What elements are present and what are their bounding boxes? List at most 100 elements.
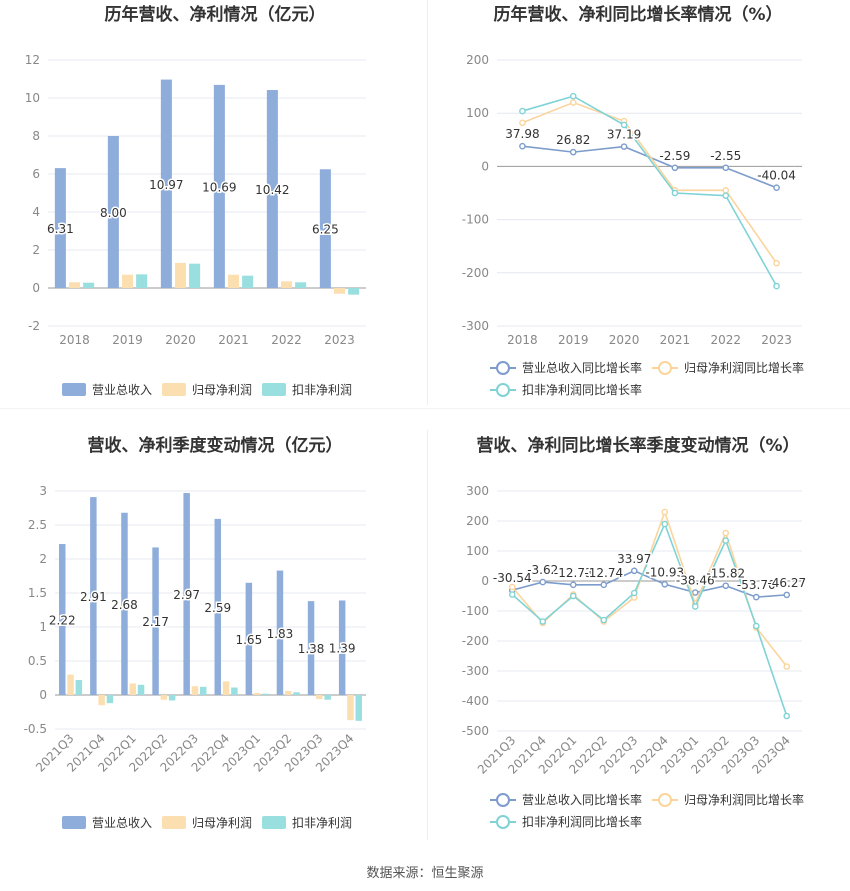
bar-归母净利润	[333, 288, 346, 294]
legend-label: 扣非净利润	[292, 816, 352, 830]
x-tick-label: 2020	[609, 333, 640, 347]
point-营业总收入同比增长率	[519, 142, 526, 150]
y-tick-label: -100	[462, 213, 489, 227]
data-label: 10.42	[255, 183, 289, 197]
bar-归母净利润	[129, 683, 136, 695]
point-归母净利润同比增长率	[722, 187, 730, 194]
point-营业总收入同比增长率	[539, 578, 547, 586]
point-归母净利润同比增长率	[661, 508, 669, 516]
legend-marker	[496, 815, 510, 829]
x-tick-label: 2018	[507, 333, 538, 347]
data-label: 2.97	[173, 588, 200, 602]
data-label: 33.97	[617, 552, 651, 566]
data-source: 数据来源：恒生聚源	[0, 862, 850, 881]
bar-扣非净利润	[293, 692, 300, 695]
point-营业总收入同比增长率	[722, 582, 730, 590]
bar-归母净利润	[191, 686, 199, 695]
data-label: 2.22	[49, 614, 76, 628]
bar-归母净利润	[174, 262, 187, 288]
bar-归母净利润	[222, 681, 230, 695]
x-tick-label: 2020	[165, 333, 196, 347]
bar-归母净利润	[280, 281, 293, 288]
line-扣非净利润同比增长率	[511, 521, 788, 717]
bar-扣非净利润	[106, 695, 114, 704]
point-扣非净利润同比增长率	[600, 616, 608, 624]
data-label: 37.19	[607, 128, 641, 142]
source-value: 恒生聚源	[431, 866, 484, 881]
y-tick-label: 200	[466, 53, 489, 67]
y-tick-label: 0	[481, 574, 489, 588]
data-label: 1.38	[298, 642, 325, 656]
legend-label: 营业总收入同比增长率	[522, 360, 642, 375]
point-归母净利润同比增长率	[519, 119, 526, 127]
point-扣非净利润同比增长率	[783, 712, 791, 720]
bar-营业总收入	[338, 600, 346, 695]
point-归母净利润同比增长率	[569, 99, 577, 106]
x-tick-label: 2023	[761, 333, 792, 347]
bar-归母净利润	[227, 274, 240, 288]
bar-扣非净利润	[168, 695, 176, 701]
divider-vertical-top	[427, 0, 428, 405]
bar-营业总收入	[266, 90, 278, 289]
bar-扣非净利润	[348, 288, 360, 295]
point-扣非净利润同比增长率	[773, 282, 780, 290]
bar-归母净利润	[316, 695, 323, 700]
x-tick-label: 2019	[112, 333, 143, 347]
x-tick-label: 2019	[558, 333, 589, 347]
bar-扣非净利润	[137, 684, 145, 695]
y-tick-label: -200	[462, 634, 489, 648]
data-label: 6.25	[312, 223, 339, 237]
bar-扣非净利润	[324, 695, 331, 700]
bar-扣非净利润	[242, 275, 254, 288]
point-营业总收入同比增长率	[773, 184, 780, 192]
y-tick-label: 2	[32, 243, 40, 257]
point-营业总收入同比增长率	[630, 567, 638, 575]
line-营业总收入同比增长率	[522, 145, 777, 189]
legend-swatch	[162, 383, 186, 396]
bar-营业总收入	[245, 582, 253, 695]
point-扣非净利润同比增长率	[671, 189, 679, 197]
data-label: 2.68	[111, 598, 138, 612]
data-label: -12.73	[554, 566, 593, 580]
bar-归母净利润	[121, 274, 134, 288]
data-label: 2.91	[80, 590, 107, 604]
point-扣非净利润同比增长率	[722, 537, 730, 544]
y-tick-label: -300	[462, 664, 489, 678]
legend-swatch	[262, 383, 286, 396]
quarterly-revenue-profit-chart: 营收、净利季度变动情况（亿元）-0.500.511.522.532021Q320…	[24, 435, 366, 830]
point-扣非净利润同比增长率	[691, 603, 699, 610]
point-归母净利润同比增长率	[783, 663, 791, 670]
annual-revenue-profit-chart: 历年营收、净利情况（亿元） -2 0 2 4 6 8 10 12 2018 2019 2020 2021…	[25, 4, 366, 397]
bar-扣非净利润	[75, 680, 83, 695]
point-营业总收入同比增长率	[783, 591, 791, 599]
bar-营业总收入	[307, 601, 315, 695]
x-tick-label: 2022	[710, 333, 741, 347]
line-扣非净利润同比增长率	[522, 95, 778, 287]
point-营业总收入同比增长率	[600, 581, 608, 589]
legend-label: 扣非净利润同比增长率	[522, 814, 642, 829]
legend-label: 归母净利润同比增长率	[684, 792, 804, 807]
data-label: -10.93	[645, 565, 684, 579]
data-label: -3.62	[527, 563, 558, 577]
y-tick-label: 3	[39, 484, 47, 498]
chart-title: 营收、净利季度变动情况（亿元）	[88, 435, 343, 456]
point-扣非净利润同比增长率	[620, 121, 628, 129]
x-tick-label: 2021	[218, 333, 249, 347]
bar-归母净利润	[160, 695, 168, 700]
point-营业总收入同比增长率	[661, 580, 669, 588]
bar-营业总收入	[121, 512, 128, 695]
chart-title: 历年营收、净利情况（亿元）	[105, 4, 326, 25]
legend-label: 归母净利润	[192, 383, 252, 397]
legend-marker	[496, 361, 510, 375]
y-tick-label: 2.5	[28, 518, 47, 532]
legend-label: 营业总收入	[92, 816, 152, 830]
data-label: -30.54	[493, 571, 532, 585]
point-营业总收入同比增长率	[752, 593, 760, 601]
y-tick-label: 10	[25, 91, 40, 105]
legend-swatch	[262, 816, 286, 829]
point-扣非净利润同比增长率	[569, 92, 577, 100]
y-tick-label: 6	[32, 167, 40, 181]
y-tick-label: 0.5	[28, 654, 47, 668]
line-归母净利润同比增长率	[522, 101, 778, 264]
